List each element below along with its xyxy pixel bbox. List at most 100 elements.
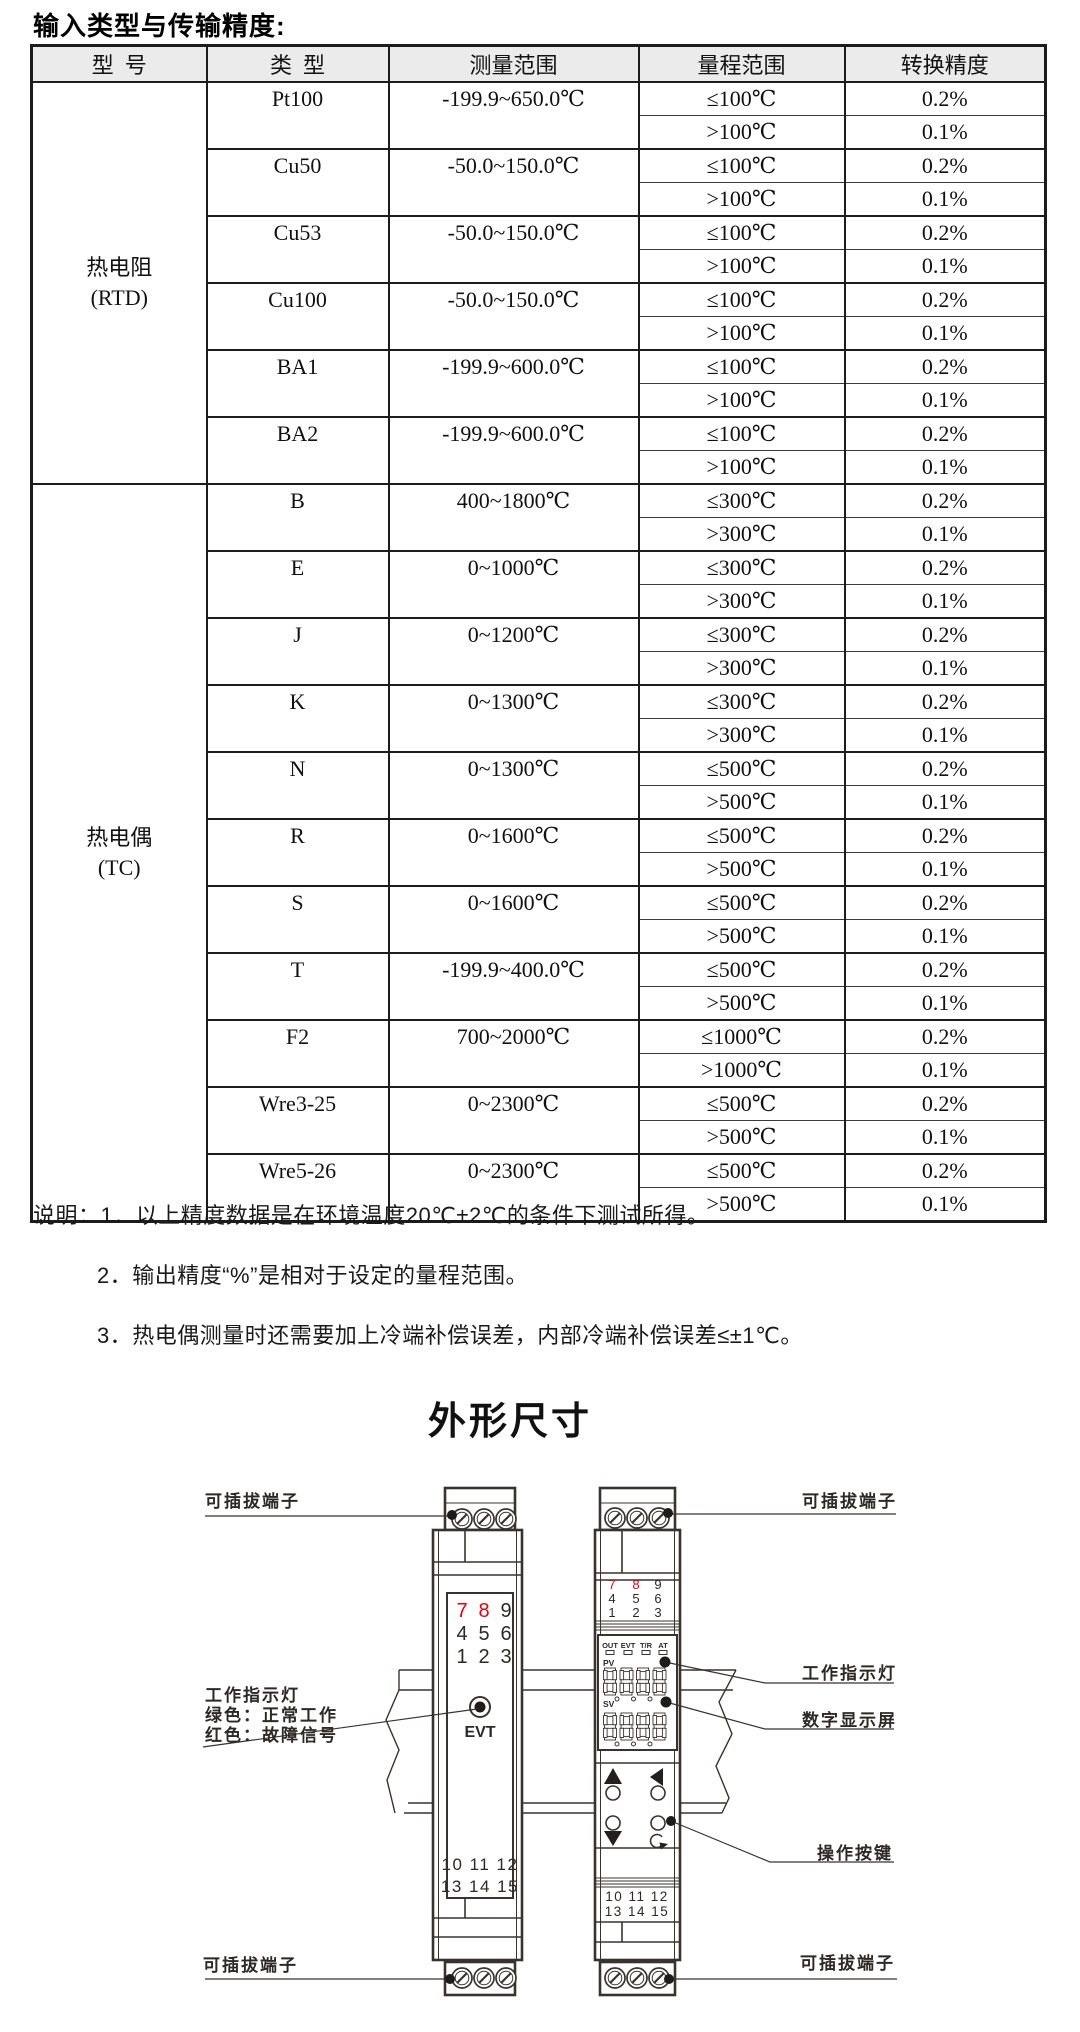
span-cell: ≤100℃ <box>637 349 846 384</box>
span-cell: >100℃ <box>637 450 846 484</box>
acc-cell: 0.2% <box>843 684 1047 719</box>
table-row: >100℃ 0.1% <box>32 249 1047 283</box>
acc-cell: 0.2% <box>843 1086 1047 1121</box>
table-row: S 0~1600℃ ≤500℃ 0.2% <box>32 885 1047 953</box>
dimensions-diagram: 7 8 94 5 61 2 3 EVT 10 11 12 13 14 15 7 8 94 5 61 2… <box>202 1486 897 1997</box>
sv-decimal-dots <box>614 1741 653 1747</box>
table-row: >100℃ 0.1% <box>32 182 1047 216</box>
acc-cell: 0.1% <box>843 383 1047 417</box>
table-row: N 0~1300℃ ≤500℃ 0.2% <box>32 751 1047 819</box>
acc-cell: 0.1% <box>843 1187 1047 1222</box>
pv-label: PV <box>603 1658 615 1668</box>
range-cell: 0~1600℃ <box>387 818 640 886</box>
range-cell: 0~1600℃ <box>387 885 640 953</box>
span-cell: ≤300℃ <box>637 483 846 518</box>
span-cell: >500℃ <box>637 919 846 953</box>
label-work-indicator-left: 工作指示灯 <box>205 1685 300 1705</box>
table-row: J 0~1200℃ ≤300℃ 0.2% <box>32 617 1047 685</box>
bottom-terminal-numbers: 13 14 15 <box>441 1877 519 1896</box>
span-cell: >500℃ <box>637 986 846 1020</box>
right-device: 7 8 9 4 5 6 1 2 3 OUT EVT T/R AT PV SV <box>593 1486 682 1997</box>
screw-icon <box>604 1967 626 1989</box>
range-cell: -50.0~150.0℃ <box>387 282 640 350</box>
acc-cell: 0.2% <box>843 617 1047 652</box>
acc-cell: 0.1% <box>843 450 1047 484</box>
terminal-number: 7 <box>608 1577 615 1592</box>
table-row: BA2 -199.9~600.0℃ ≤100℃ 0.2% <box>32 416 1047 484</box>
acc-cell: 0.2% <box>843 349 1047 384</box>
table-row: >1000℃ 0.1% <box>32 1053 1047 1087</box>
acc-cell: 0.1% <box>843 986 1047 1020</box>
table-row: Cu50 -50.0~150.0℃ ≤100℃ 0.2% <box>32 148 1047 216</box>
screw-icon <box>626 1507 648 1529</box>
span-cell: ≤500℃ <box>637 1153 846 1188</box>
terminal-number: 6 <box>654 1591 661 1606</box>
span-cell: ≤100℃ <box>637 81 846 116</box>
span-cell: ≤100℃ <box>637 282 846 317</box>
span-cell: >500℃ <box>637 1187 846 1222</box>
terminal-number-grid: 7 8 9 4 5 6 1 2 3 <box>608 1577 661 1620</box>
screw-icon <box>495 1967 517 1989</box>
range-cell: 0~1300℃ <box>387 684 640 752</box>
operation-buttons <box>604 1768 668 1850</box>
span-cell: >100℃ <box>637 316 846 350</box>
label-pluggable-terminal-bottom-left: 可插拔端子 <box>203 1955 298 1975</box>
acc-cell: 0.1% <box>843 919 1047 953</box>
label-pluggable-terminal-top-right: 可插拔端子 <box>802 1491 897 1511</box>
left-front-panel <box>446 1592 514 1899</box>
table-row: Cu100 -50.0~150.0℃ ≤100℃ 0.2% <box>32 282 1047 350</box>
up-button-icon <box>605 1785 621 1801</box>
terminal-number: 3 <box>654 1605 661 1620</box>
type-cell: Wre5-26 <box>205 1153 390 1222</box>
terminal-number: 5 <box>478 1623 489 1645</box>
table-row: >500℃ 0.1% <box>32 1187 1047 1222</box>
note-line-1: 说明：1．以上精度数据是在环境温度20℃±2℃的条件下测试所得。 <box>33 1203 710 1228</box>
model-cell: 热电阻 (RTD) <box>30 81 208 484</box>
pv-seven-segment-display <box>603 1667 667 1696</box>
table-row: >500℃ 0.1% <box>32 986 1047 1020</box>
range-cell: 400~1800℃ <box>387 483 640 551</box>
range-cell: -50.0~150.0℃ <box>387 148 640 216</box>
span-cell: >300℃ <box>637 517 846 551</box>
acc-cell: 0.1% <box>843 718 1047 752</box>
range-cell: 0~1000℃ <box>387 550 640 618</box>
type-cell: R <box>205 818 390 886</box>
screw-icon <box>626 1967 648 1989</box>
table-row: >500℃ 0.1% <box>32 852 1047 886</box>
terminal-number: 3 <box>500 1646 511 1668</box>
type-cell: E <box>205 550 390 618</box>
acc-cell: 0.2% <box>843 81 1047 116</box>
label-red-fault: 红色：故障信号 <box>205 1725 338 1745</box>
terminal-number: 9 <box>654 1577 661 1592</box>
screw-icon <box>451 1967 473 1989</box>
table-row: >300℃ 0.1% <box>32 651 1047 685</box>
terminal-screws <box>451 1507 670 1989</box>
table-row: 热电偶 (TC) B 400~1800℃ ≤300℃ 0.2% <box>30 483 1047 1222</box>
table-row: E 0~1000℃ ≤300℃ 0.2% <box>32 550 1047 618</box>
screw-icon <box>495 1508 517 1530</box>
span-cell: >100℃ <box>637 115 846 149</box>
screw-icon <box>604 1507 626 1529</box>
type-cell: BA1 <box>205 349 390 417</box>
span-cell: ≤300℃ <box>637 617 846 652</box>
table-row: F2 700~2000℃ ≤1000℃ 0.2% <box>32 1019 1047 1087</box>
span-cell: ≤500℃ <box>637 952 846 987</box>
range-cell: -199.9~600.0℃ <box>387 416 640 484</box>
type-cell: B <box>205 483 390 551</box>
sv-label: SV <box>603 1699 615 1709</box>
accuracy-table: 型 号 类 型 测量范围 量程范围 转换精度 热电阻 (RTD) Pt100 -19… <box>30 44 1047 1223</box>
terminal-number: 8 <box>478 1600 489 1622</box>
range-cell: 0~2300℃ <box>387 1086 640 1154</box>
terminal-number: 6 <box>500 1623 511 1645</box>
acc-cell: 0.2% <box>843 282 1047 317</box>
terminal-number: 2 <box>632 1605 639 1620</box>
acc-cell: 0.1% <box>843 182 1047 216</box>
led-label-at: AT <box>658 1641 668 1650</box>
table-header-row: 型 号 类 型 测量范围 量程范围 转换精度 <box>30 44 1047 83</box>
model-cell: 热电偶 (TC) <box>30 483 208 1222</box>
acc-cell: 0.2% <box>843 550 1047 585</box>
span-cell: ≤1000℃ <box>637 1019 846 1054</box>
span-cell: ≤500℃ <box>637 818 846 853</box>
acc-cell: 0.1% <box>843 249 1047 283</box>
